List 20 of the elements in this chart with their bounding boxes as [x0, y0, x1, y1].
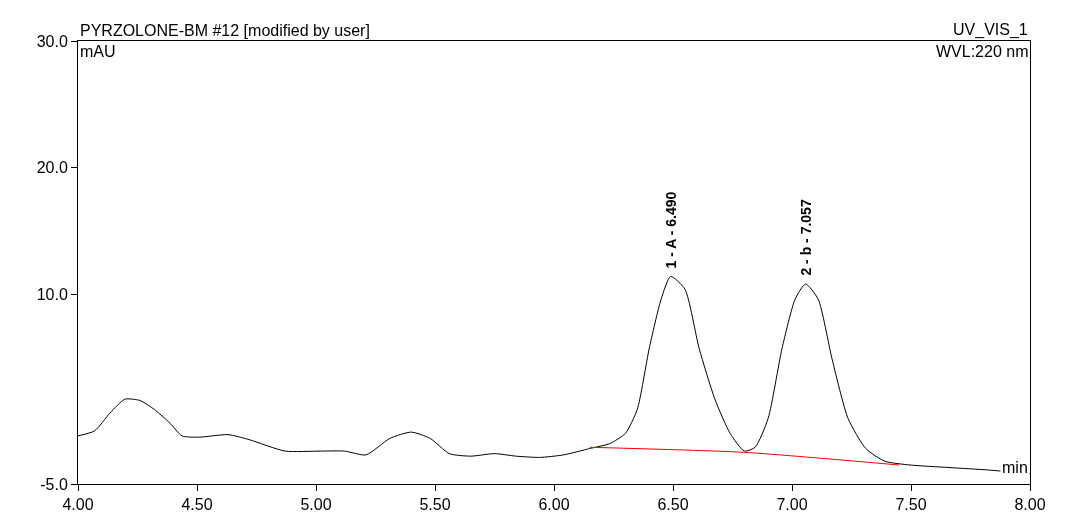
- x-tick-label: 5.50: [419, 496, 451, 514]
- x-tick-label: 8.00: [1014, 496, 1046, 514]
- y-axis-title: mAU: [80, 43, 116, 60]
- annotation: 1 - A - 6.490: [662, 191, 679, 269]
- annotation: 2 - b - 7.057: [797, 199, 814, 276]
- y-tick-label: 20.0: [36, 159, 68, 177]
- x-axis-title: min: [1002, 459, 1028, 476]
- x-tick-label: 4.00: [62, 496, 94, 514]
- x-tick-label: 5.00: [300, 496, 332, 514]
- text: UV_VIS_1: [953, 21, 1028, 39]
- x-tick-label: 4.50: [181, 496, 213, 514]
- x-tick-label: 7.00: [776, 496, 808, 514]
- x-tick-label: 6.50: [657, 496, 689, 514]
- x-tick-label: 6.00: [538, 496, 570, 514]
- annotation: WVL:220 nm: [936, 43, 1029, 60]
- y-tick-label: 10.0: [36, 285, 68, 303]
- y-tick-label: -5.0: [40, 475, 68, 493]
- chart-title: PYRZOLONE-BM #12 [modified by user]: [80, 22, 370, 39]
- x-tick-label: 7.50: [895, 496, 927, 514]
- y-tick-label: 30.0: [36, 32, 68, 50]
